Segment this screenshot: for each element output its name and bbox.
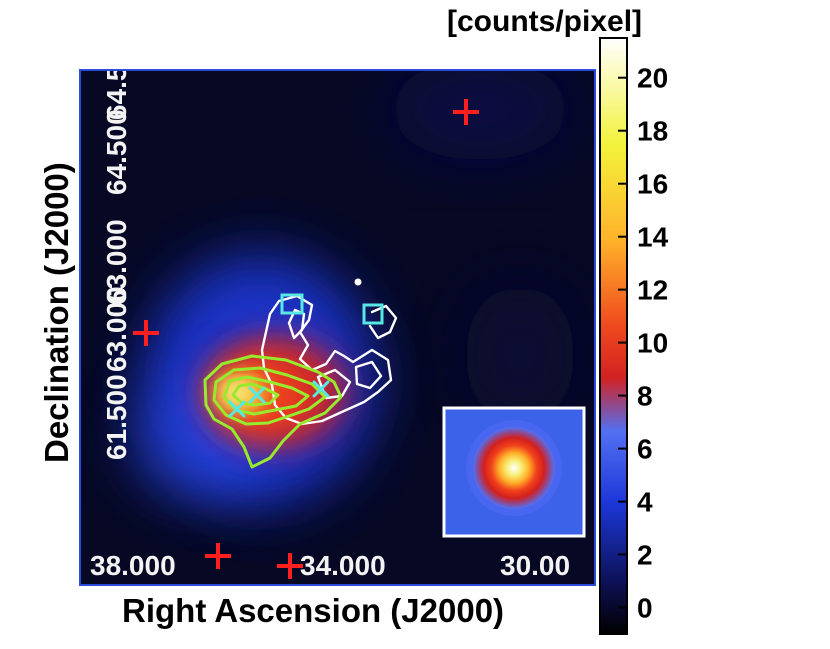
x-tick-label-2: 34.000 — [300, 550, 386, 581]
red-plus-marker-4 — [277, 553, 303, 579]
colorbar-tick-label-4: 8 — [637, 381, 653, 412]
colorbar-tick-label-9: 18 — [637, 116, 668, 147]
white-contour-inner-3 — [354, 360, 383, 390]
x-axis-title: Right Ascension (J2000) — [122, 592, 504, 629]
y-tick-label-1: 61.500 — [101, 374, 132, 460]
colorbar-tick-label-3: 6 — [637, 434, 653, 465]
colorbar-tick-label-5: 10 — [637, 328, 668, 359]
red-plus-marker-3 — [205, 543, 231, 569]
colorbar-scale — [600, 38, 627, 634]
psf-inset-frame — [442, 406, 586, 538]
y-tick-label-2: 63.000 — [101, 219, 132, 305]
psf-core — [473, 427, 555, 509]
x-tick-label-1: 38.000 — [90, 550, 176, 581]
colorbar-frame — [599, 37, 628, 635]
heatmap-panel: 38.000 34.000 30.00 61.500 63.000 64.500… — [80, 34, 595, 585]
red-plus-marker-1 — [453, 99, 479, 125]
colorbar: 0 2 4 6 8 10 12 14 16 18 20 — [599, 37, 669, 635]
white-contour-arc — [368, 304, 398, 340]
colorbar-tick-label-1: 2 — [637, 540, 653, 571]
colorbar-tick-label-0: 0 — [637, 593, 653, 624]
cyan-x-marker-3 — [312, 380, 330, 398]
colorbar-tick-label-2: 4 — [637, 487, 653, 518]
colorbar-tick-label-8: 16 — [637, 169, 668, 200]
cyan-markers — [228, 293, 384, 418]
cyan-x-marker-2 — [248, 386, 266, 404]
secondary-y-tick-label-1: 63.000 — [101, 286, 132, 372]
green-contour-outer — [203, 354, 343, 469]
colorbar-label: [counts/pixel] — [447, 5, 642, 38]
x-tick-label-3: 30.00 — [500, 550, 570, 581]
colorbar-ticks: 0 2 4 6 8 10 12 14 16 18 20 — [618, 63, 669, 624]
cyan-square-marker-2 — [362, 303, 384, 325]
psf-inset — [442, 406, 586, 538]
red-plus-marker-2 — [133, 320, 159, 346]
cyan-x-marker-1 — [228, 400, 246, 418]
red-plus-markers — [133, 99, 479, 579]
y-tick-label-3: 64.500 — [101, 109, 132, 195]
secondary-y-tick-label-2: 64.500 — [101, 34, 132, 120]
green-contour-core — [231, 382, 280, 407]
colorbar-tick-label-6: 12 — [637, 275, 668, 306]
colorbar-tick-label-7: 14 — [637, 222, 669, 253]
plot-frame — [79, 69, 596, 586]
y-axis-title: Declination (J2000) — [38, 162, 75, 463]
green-contours — [203, 354, 343, 469]
tick-labels: 38.000 34.000 30.00 61.500 63.000 64.500… — [90, 34, 570, 581]
cyan-square-marker-1 — [280, 293, 304, 315]
white-contour-dot — [354, 278, 362, 286]
green-contour-mid — [212, 366, 327, 426]
colorbar-tick-label-10: 20 — [637, 63, 668, 94]
green-contour-inner — [222, 375, 310, 416]
